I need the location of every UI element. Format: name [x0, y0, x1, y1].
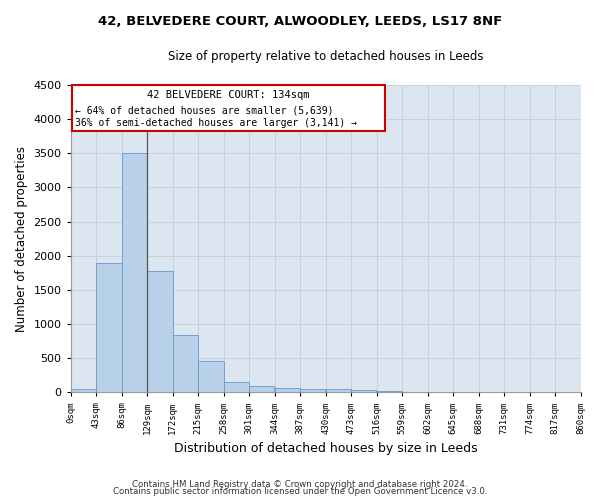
Bar [224, 382, 249, 392]
Bar [275, 388, 300, 392]
Text: ← 64% of detached houses are smaller (5,639): ← 64% of detached houses are smaller (5,… [76, 106, 334, 116]
Bar [351, 390, 376, 392]
X-axis label: Distribution of detached houses by size in Leeds: Distribution of detached houses by size … [174, 442, 478, 455]
Bar [122, 154, 147, 392]
Bar [148, 271, 173, 392]
Bar [198, 361, 224, 392]
Bar [71, 390, 96, 392]
Text: 42 BELVEDERE COURT: 134sqm: 42 BELVEDERE COURT: 134sqm [147, 90, 310, 100]
Title: Size of property relative to detached houses in Leeds: Size of property relative to detached ho… [168, 50, 484, 63]
Text: 42, BELVEDERE COURT, ALWOODLEY, LEEDS, LS17 8NF: 42, BELVEDERE COURT, ALWOODLEY, LEEDS, L… [98, 15, 502, 28]
Text: 36% of semi-detached houses are larger (3,141) →: 36% of semi-detached houses are larger (… [76, 118, 358, 128]
Bar [326, 390, 351, 392]
Bar [249, 386, 274, 392]
Bar [72, 85, 385, 132]
Bar [97, 262, 122, 392]
Bar [300, 388, 325, 392]
Text: Contains HM Land Registry data © Crown copyright and database right 2024.: Contains HM Land Registry data © Crown c… [132, 480, 468, 489]
Bar [377, 391, 402, 392]
Text: Contains public sector information licensed under the Open Government Licence v3: Contains public sector information licen… [113, 488, 487, 496]
Y-axis label: Number of detached properties: Number of detached properties [15, 146, 28, 332]
Bar [173, 335, 198, 392]
